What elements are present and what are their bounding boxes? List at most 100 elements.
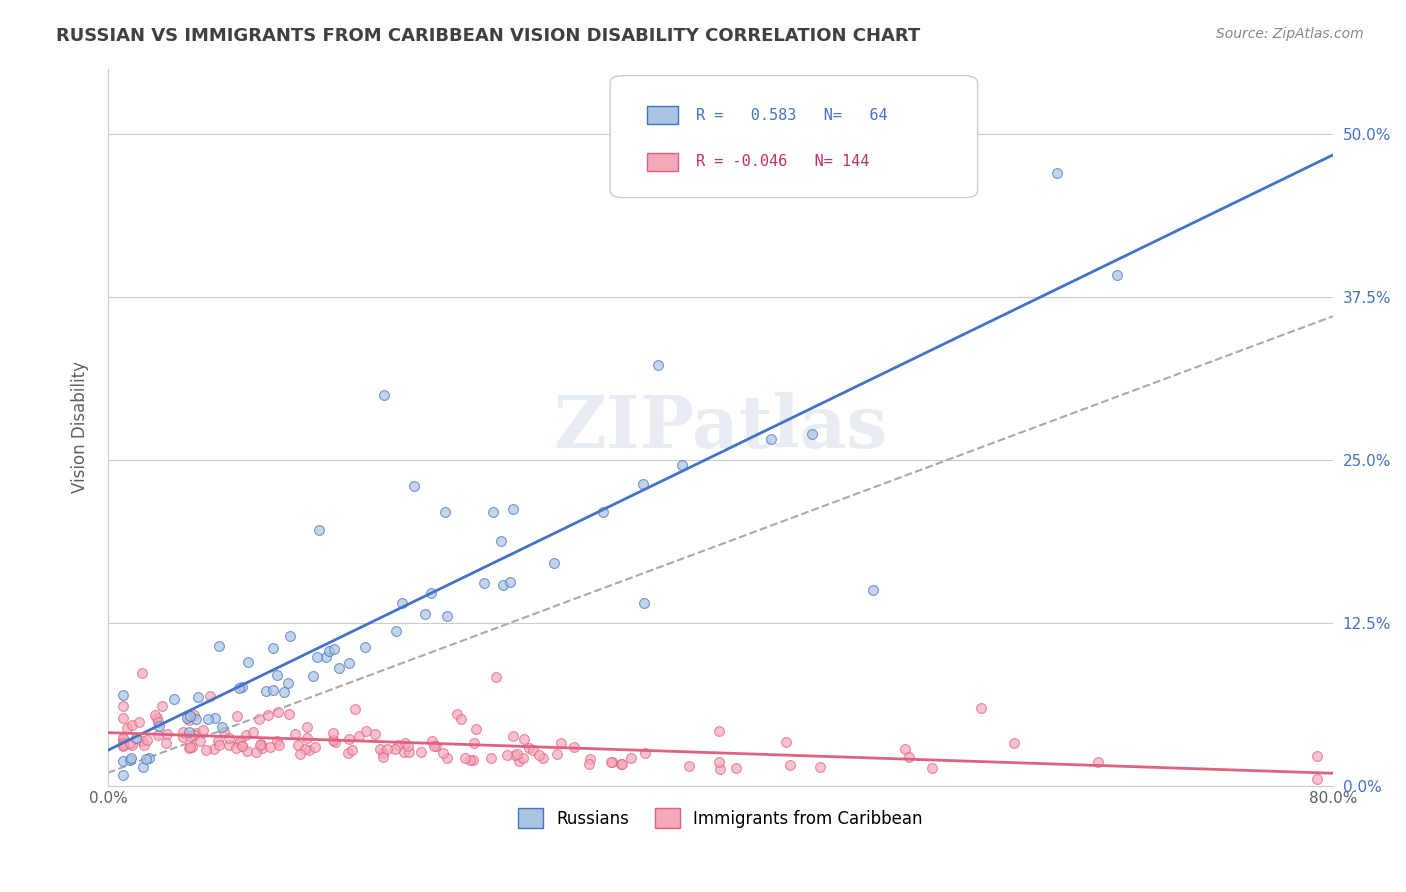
- Point: [148, 719, 170, 733]
- Point: [546, 747, 568, 761]
- Point: [385, 624, 408, 638]
- Text: R =   0.583   N=   64: R = 0.583 N= 64: [696, 108, 887, 122]
- Point: [236, 655, 259, 669]
- Point: [404, 479, 426, 493]
- Point: [1046, 166, 1069, 180]
- Point: [179, 709, 201, 723]
- FancyBboxPatch shape: [647, 153, 678, 170]
- Point: [235, 744, 257, 758]
- Point: [118, 753, 141, 767]
- Point: [759, 432, 782, 446]
- Point: [266, 668, 288, 682]
- Point: [398, 745, 420, 759]
- Point: [633, 596, 655, 610]
- Point: [709, 762, 731, 776]
- Point: [202, 741, 225, 756]
- Point: [115, 722, 138, 736]
- Point: [502, 730, 524, 744]
- Point: [512, 751, 534, 765]
- Point: [391, 597, 413, 611]
- Point: [1087, 755, 1109, 769]
- Point: [600, 756, 623, 770]
- Point: [128, 715, 150, 730]
- Point: [707, 756, 730, 770]
- Point: [436, 751, 458, 765]
- Point: [136, 732, 159, 747]
- Point: [132, 760, 155, 774]
- Point: [496, 748, 519, 763]
- Point: [120, 751, 142, 765]
- Point: [228, 681, 250, 696]
- Point: [284, 727, 307, 741]
- Point: [183, 728, 205, 742]
- Point: [610, 757, 633, 772]
- Point: [146, 728, 169, 742]
- Point: [1002, 736, 1025, 750]
- Point: [179, 729, 201, 743]
- Point: [204, 711, 226, 725]
- Point: [112, 731, 135, 746]
- Point: [562, 740, 585, 755]
- Point: [503, 747, 526, 762]
- Point: [485, 670, 508, 684]
- Point: [247, 712, 270, 726]
- Point: [371, 749, 394, 764]
- Point: [1306, 772, 1329, 787]
- Point: [297, 720, 319, 734]
- Point: [517, 741, 540, 756]
- Point: [600, 755, 623, 769]
- Point: [436, 609, 458, 624]
- Point: [340, 742, 363, 756]
- Point: [492, 578, 515, 592]
- Point: [231, 739, 253, 753]
- Point: [155, 736, 177, 750]
- Point: [228, 734, 250, 748]
- Point: [257, 707, 280, 722]
- Point: [231, 681, 253, 695]
- Point: [156, 727, 179, 741]
- Point: [396, 739, 419, 753]
- Point: [502, 502, 524, 516]
- Point: [250, 740, 273, 755]
- Point: [305, 650, 328, 665]
- Point: [411, 745, 433, 759]
- Point: [177, 740, 200, 755]
- Point: [195, 742, 218, 756]
- Point: [898, 749, 921, 764]
- Point: [454, 751, 477, 765]
- Point: [425, 739, 447, 754]
- Point: [131, 734, 153, 748]
- Point: [294, 742, 316, 756]
- Point: [472, 576, 495, 591]
- Point: [112, 739, 135, 754]
- Legend: Russians, Immigrants from Caribbean: Russians, Immigrants from Caribbean: [512, 801, 929, 835]
- Point: [273, 685, 295, 699]
- Point: [188, 734, 211, 748]
- Point: [506, 747, 529, 761]
- Point: [531, 750, 554, 764]
- Point: [207, 734, 229, 748]
- Point: [862, 583, 884, 598]
- Point: [578, 752, 600, 766]
- Point: [481, 506, 503, 520]
- Point: [315, 649, 337, 664]
- Point: [450, 712, 472, 726]
- Point: [543, 556, 565, 570]
- Point: [302, 669, 325, 683]
- Point: [969, 700, 991, 714]
- Point: [218, 738, 240, 752]
- Point: [420, 733, 443, 747]
- Point: [446, 707, 468, 722]
- Point: [321, 725, 343, 739]
- Point: [242, 724, 264, 739]
- Point: [347, 729, 370, 743]
- Point: [191, 723, 214, 738]
- Point: [775, 735, 797, 749]
- Point: [1105, 268, 1128, 283]
- Point: [259, 739, 281, 754]
- Point: [228, 736, 250, 750]
- Text: RUSSIAN VS IMMIGRANTS FROM CARIBBEAN VISION DISABILITY CORRELATION CHART: RUSSIAN VS IMMIGRANTS FROM CARIBBEAN VIS…: [56, 27, 921, 45]
- Point: [267, 739, 290, 753]
- Point: [336, 746, 359, 760]
- Point: [550, 736, 572, 750]
